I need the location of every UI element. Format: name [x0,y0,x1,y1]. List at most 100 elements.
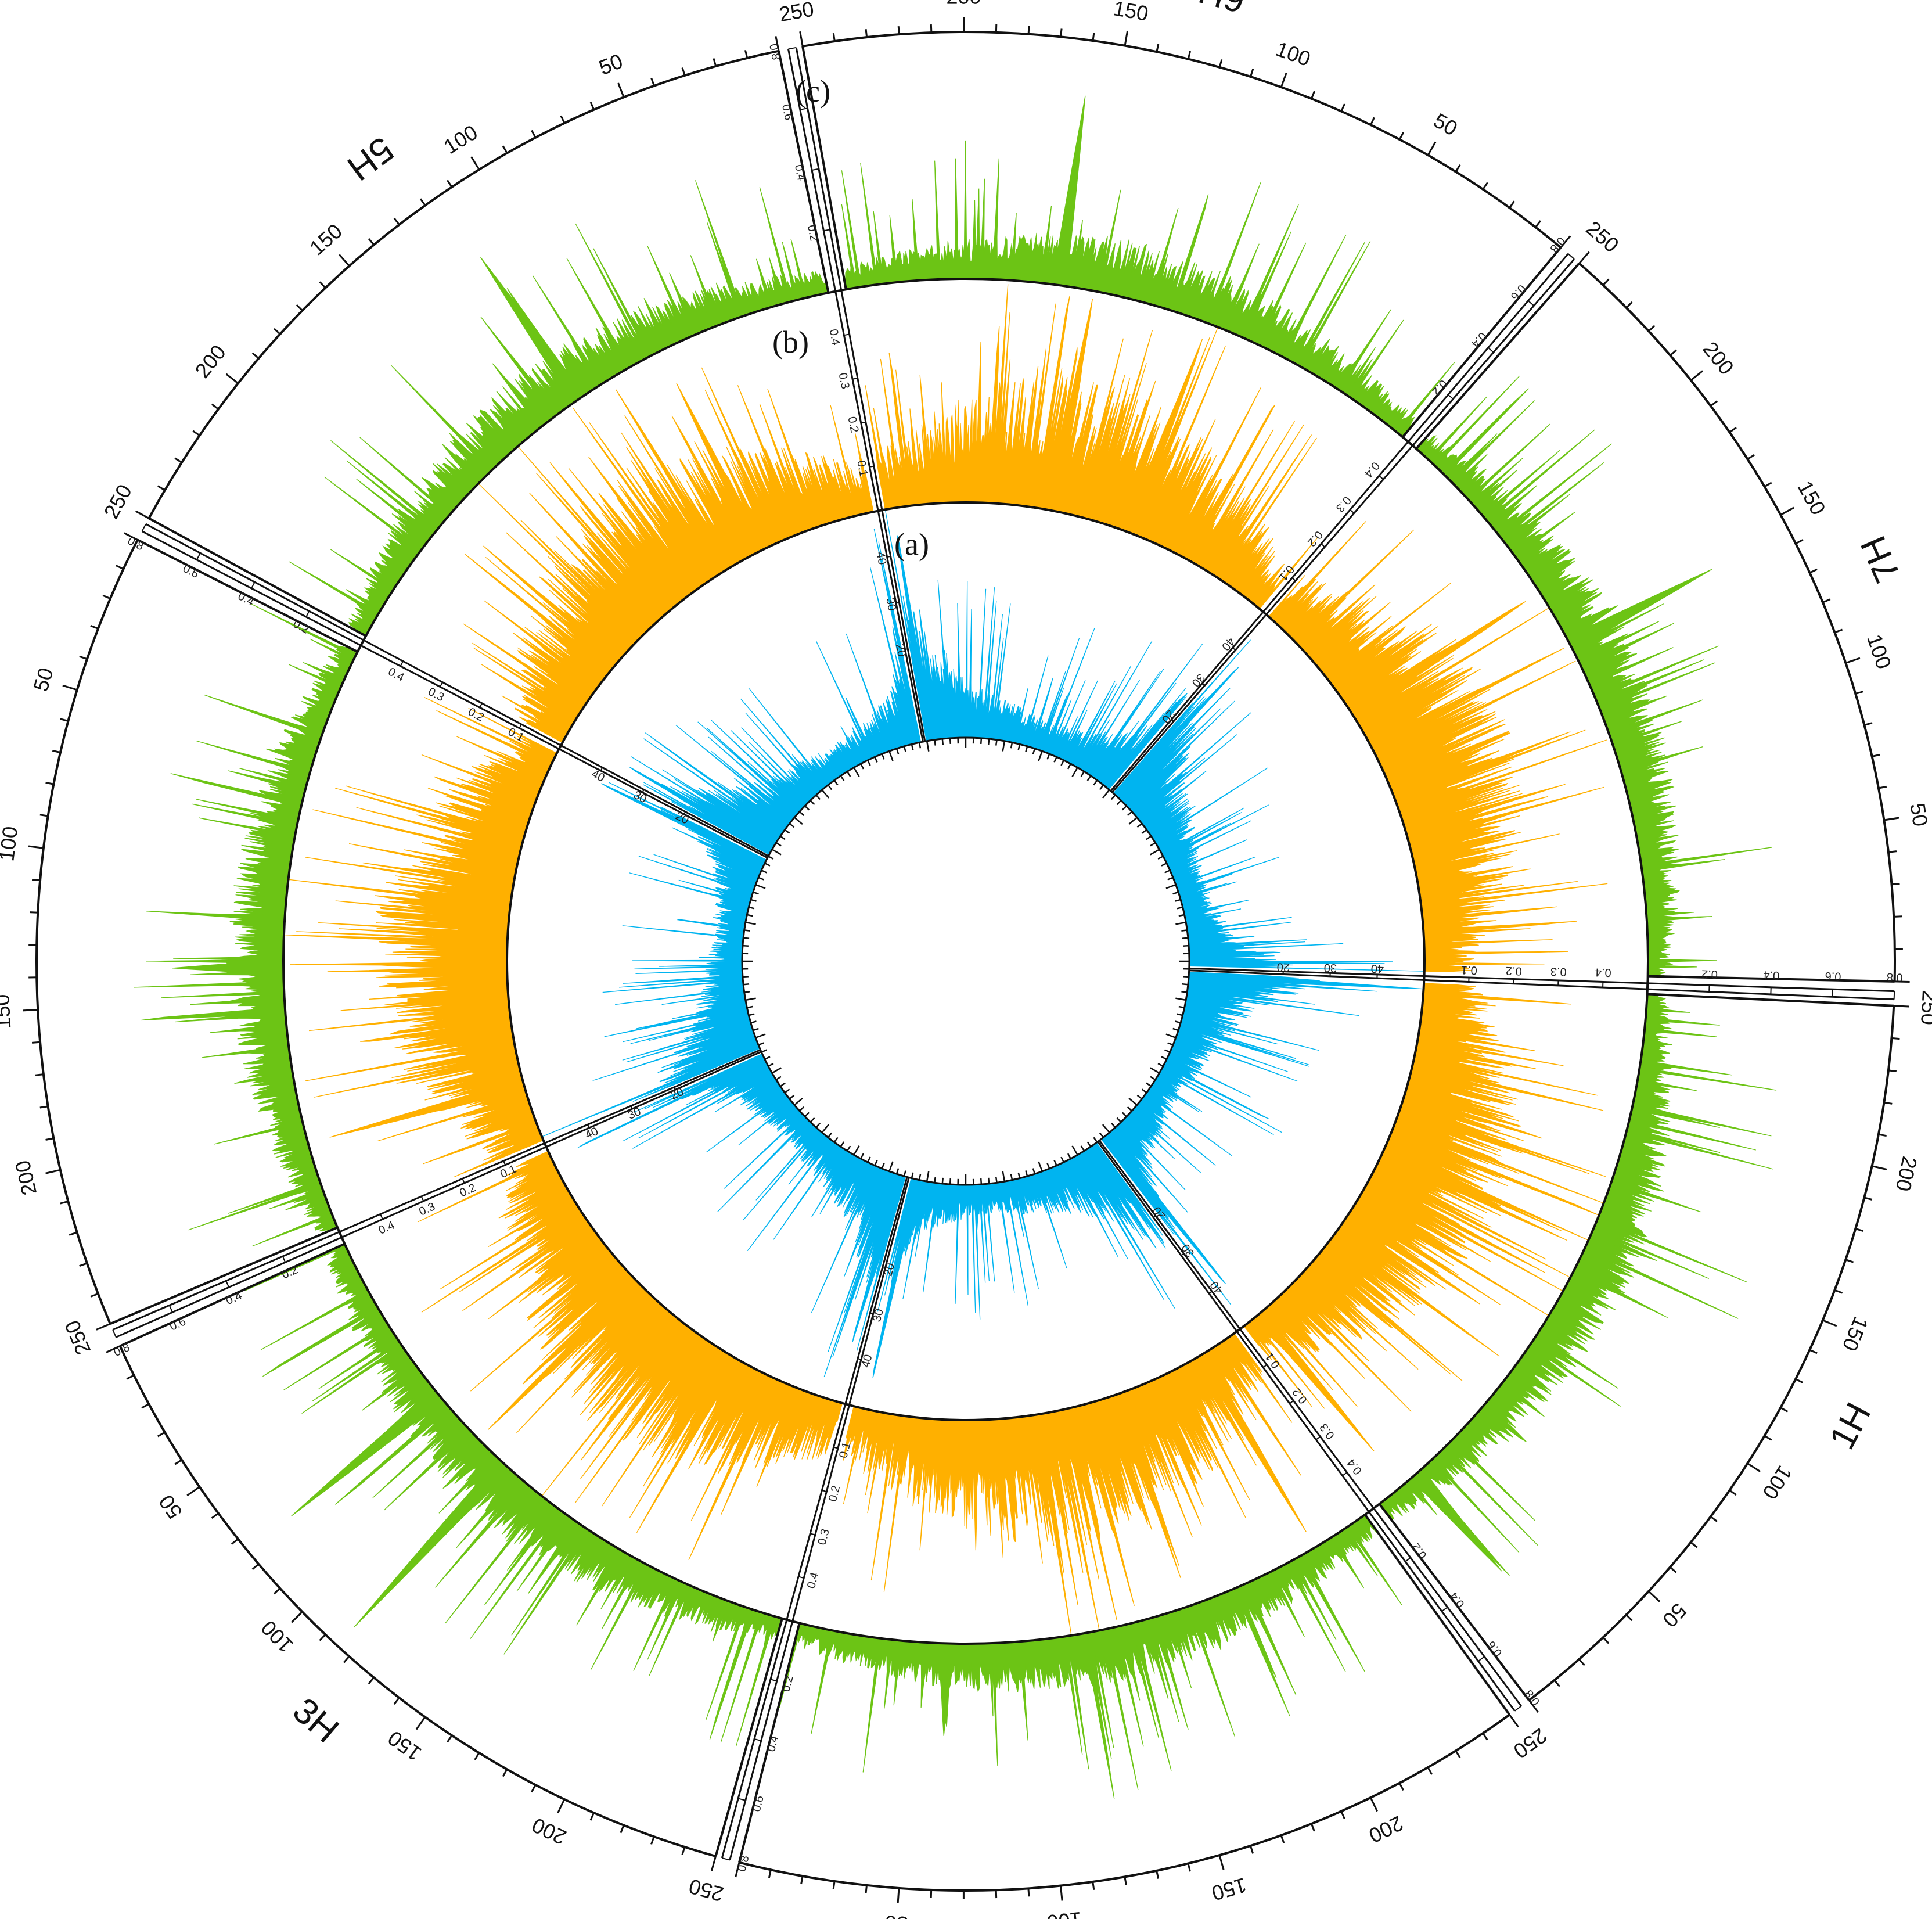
value-tick-c-4H [305,610,310,617]
value-tick-a-1H [1153,1215,1156,1219]
panel-labels: (a) (b) (c) [772,74,929,562]
value-tick-c-1H [1514,1705,1522,1712]
value-axis-outline-a-6H [1111,614,1267,793]
value-axis-a-3H [545,1051,762,1148]
chromosome-label-7H: 7H [1853,530,1908,588]
track-b-area-6H [865,284,1318,610]
track-b-area-1H [1243,983,1606,1451]
sector-frame-outer-arc-5H [147,49,779,519]
position-tick-label-6H: 50 [1430,108,1462,140]
track-c-area-6H [841,95,1455,438]
track-b-area-2H [843,1332,1307,1636]
value-tick-label-c-4H: 0.6 [181,562,201,581]
position-tick-label-7H: 250 [1582,216,1624,257]
value-tick-c-6H [1527,300,1535,307]
chromosome-ideogram-ring [741,736,1190,1186]
value-tick-b-2H [833,1446,839,1449]
value-tick-c-1H [1441,1607,1448,1612]
value-tick-a-3H [673,1087,676,1090]
panel-label-c: (c) [796,74,830,109]
value-tick-c-6H [1448,394,1454,400]
value-tick-b-4H [519,724,522,729]
value-axis-a-4H [558,748,768,859]
position-tick-label-2H: 200 [1365,1811,1407,1848]
value-tick-label-c-2H: 0.4 [765,1734,781,1753]
value-tick-label-a-2H: 40 [859,1353,875,1369]
value-tick-a-4H [642,789,645,793]
value-axis-b-4H [360,644,560,750]
position-tick-label-6H: 150 [1111,0,1150,26]
value-tick-c-7H [1893,991,1895,1000]
value-tick-c-2H [722,1857,731,1861]
value-axis-outline-b-6H [1265,445,1413,616]
value-axis-c-3H [116,1236,343,1338]
value-tick-label-c-1H: 0.2 [1409,1541,1429,1561]
position-tick-label-6H: 250 [777,0,815,26]
sector-frame-outer-arc-7H [1578,262,1896,982]
position-tick-label-1H: 200 [1891,1154,1922,1194]
position-tick-label-3H: 200 [528,1813,570,1850]
value-tick-c-3H [112,1329,117,1338]
value-tick-a-5H [887,555,891,558]
value-axis-a-6H [1110,611,1264,792]
value-tick-label-a-3H: 40 [583,1125,600,1142]
position-ticks-2H [735,1714,1519,1903]
value-tick-label-a-5H: 40 [873,551,888,566]
value-tick-label-c-7H: 0.8 [1887,971,1903,984]
value-tick-label-b-1H: 0.2 [1290,1385,1310,1406]
data-tracks [134,95,1777,1799]
value-tick-b-6H [1379,475,1384,480]
value-tick-label-b-5H: 0.4 [827,328,843,346]
track-a-area-1H [1100,971,1424,1305]
position-tick-label-6H: 100 [1273,37,1314,71]
value-axis-b-6H [1262,441,1409,613]
value-tick-c-2H [737,1798,746,1801]
position-tick-label-1H: 150 [1838,1313,1873,1354]
value-tick-c-4H [141,523,147,532]
panel-label-a: (a) [894,527,929,562]
ideogram-circle [741,736,1190,1186]
position-tick-label-1H: 50 [1658,1599,1691,1632]
position-tick-label-7H: 100 [1862,631,1896,672]
value-tick-b-6H [1291,577,1296,581]
track-b-area-7H [1268,520,1608,973]
value-tick-label-b-5H: 0.2 [845,415,861,433]
track-a-area-5H [629,529,922,856]
position-ticks-5H [135,35,780,519]
position-tick-label-3H: 50 [154,1490,186,1523]
position-tick-label-3H: 250 [686,1874,726,1907]
value-axis-a-2H [848,1177,910,1406]
ideogram-ticks [742,738,1189,1185]
position-tick-label-1H: 100 [1758,1461,1797,1504]
value-tick-label-b-3H: 0.4 [377,1219,397,1237]
value-tick-a-6H [1171,718,1174,722]
track-value-axes: 20 30 40 0.1 0.2 0.3 0.4 0.2 0.4 0.6 0.8 20 30 40 0.1 0… [112,43,1903,1873]
track-c-area-3H [245,1243,783,1746]
value-axis-outline-b-3H [339,1142,545,1233]
sector-frame-outer-arc-1H [1528,1005,1895,1701]
value-tick-b-6H [1321,543,1325,548]
value-axis-outline-b-1H [1236,1331,1370,1512]
position-tick-label-7H: 50 [1905,802,1932,828]
value-tick-label-a-4H: 40 [589,767,607,785]
value-tick-b-2H [810,1533,816,1536]
value-tick-label-b-3H: 0.1 [498,1163,518,1181]
value-axis-outline-a-3H [544,1049,761,1144]
position-ticks-1H [1528,1005,1909,1713]
value-tick-label-a-5H: 30 [883,596,898,612]
position-tick-label-4H: 250 [60,1317,95,1358]
position-tick-label-2H: 250 [1509,1724,1552,1763]
sector-frame-edges-6H [801,46,1562,438]
value-tick-c-2H [754,1738,762,1742]
value-tick-b-1H [1262,1364,1267,1368]
value-tick-b-1H [1289,1400,1294,1404]
track-a-area-4H [541,782,767,1137]
value-tick-b-2H [798,1576,804,1579]
position-tick-label-2H: 50 [884,1911,909,1919]
value-tick-a-4H [600,767,603,771]
value-tick-label-b-7H: 0.3 [1550,965,1567,978]
track-c-area-2H [779,1514,1402,1799]
value-tick-c-5H [811,168,819,171]
value-axis-outline-b-5H [840,290,883,511]
